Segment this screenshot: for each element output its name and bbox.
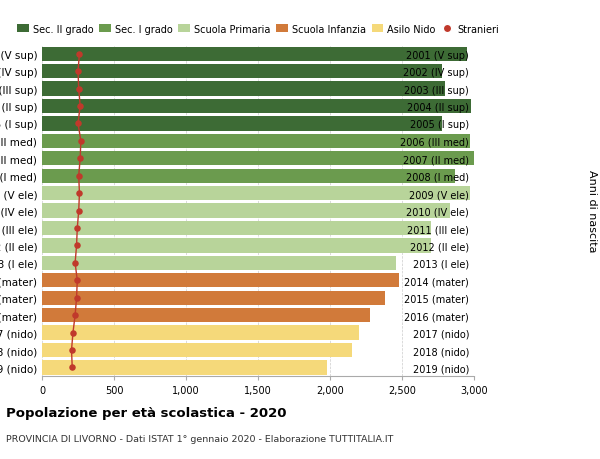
Bar	[42, 117, 442, 131]
Point	[67, 364, 77, 371]
Bar	[42, 361, 327, 375]
Bar	[42, 47, 467, 62]
Bar	[42, 169, 455, 184]
Bar	[42, 221, 431, 235]
Text: Anni di nascita: Anni di nascita	[587, 170, 597, 252]
Point	[76, 155, 85, 162]
Bar	[42, 291, 385, 305]
Bar	[42, 204, 449, 218]
Legend: Sec. II grado, Sec. I grado, Scuola Primaria, Scuola Infanzia, Asilo Nido, Stran: Sec. II grado, Sec. I grado, Scuola Prim…	[17, 24, 499, 34]
Bar	[42, 326, 359, 340]
Point	[74, 190, 84, 197]
Point	[74, 86, 83, 93]
Bar	[42, 343, 352, 358]
Bar	[42, 100, 471, 114]
Text: PROVINCIA DI LIVORNO - Dati ISTAT 1° gennaio 2020 - Elaborazione TUTTITALIA.IT: PROVINCIA DI LIVORNO - Dati ISTAT 1° gen…	[6, 434, 394, 443]
Point	[74, 51, 84, 58]
Point	[74, 173, 83, 180]
Bar	[42, 239, 431, 253]
Bar	[42, 152, 474, 166]
Point	[76, 138, 86, 145]
Point	[73, 68, 83, 76]
Point	[73, 277, 82, 285]
Point	[72, 242, 82, 250]
Bar	[42, 274, 399, 288]
Bar	[42, 187, 470, 201]
Point	[73, 225, 82, 232]
Point	[70, 312, 80, 319]
Text: Popolazione per età scolastica - 2020: Popolazione per età scolastica - 2020	[6, 406, 287, 419]
Point	[73, 121, 83, 128]
Point	[70, 260, 80, 267]
Bar	[42, 308, 370, 323]
Point	[76, 103, 85, 111]
Bar	[42, 65, 442, 79]
Bar	[42, 134, 470, 149]
Point	[74, 207, 83, 215]
Bar	[42, 256, 396, 270]
Bar	[42, 82, 445, 96]
Point	[72, 294, 82, 302]
Point	[67, 347, 76, 354]
Point	[68, 329, 78, 336]
